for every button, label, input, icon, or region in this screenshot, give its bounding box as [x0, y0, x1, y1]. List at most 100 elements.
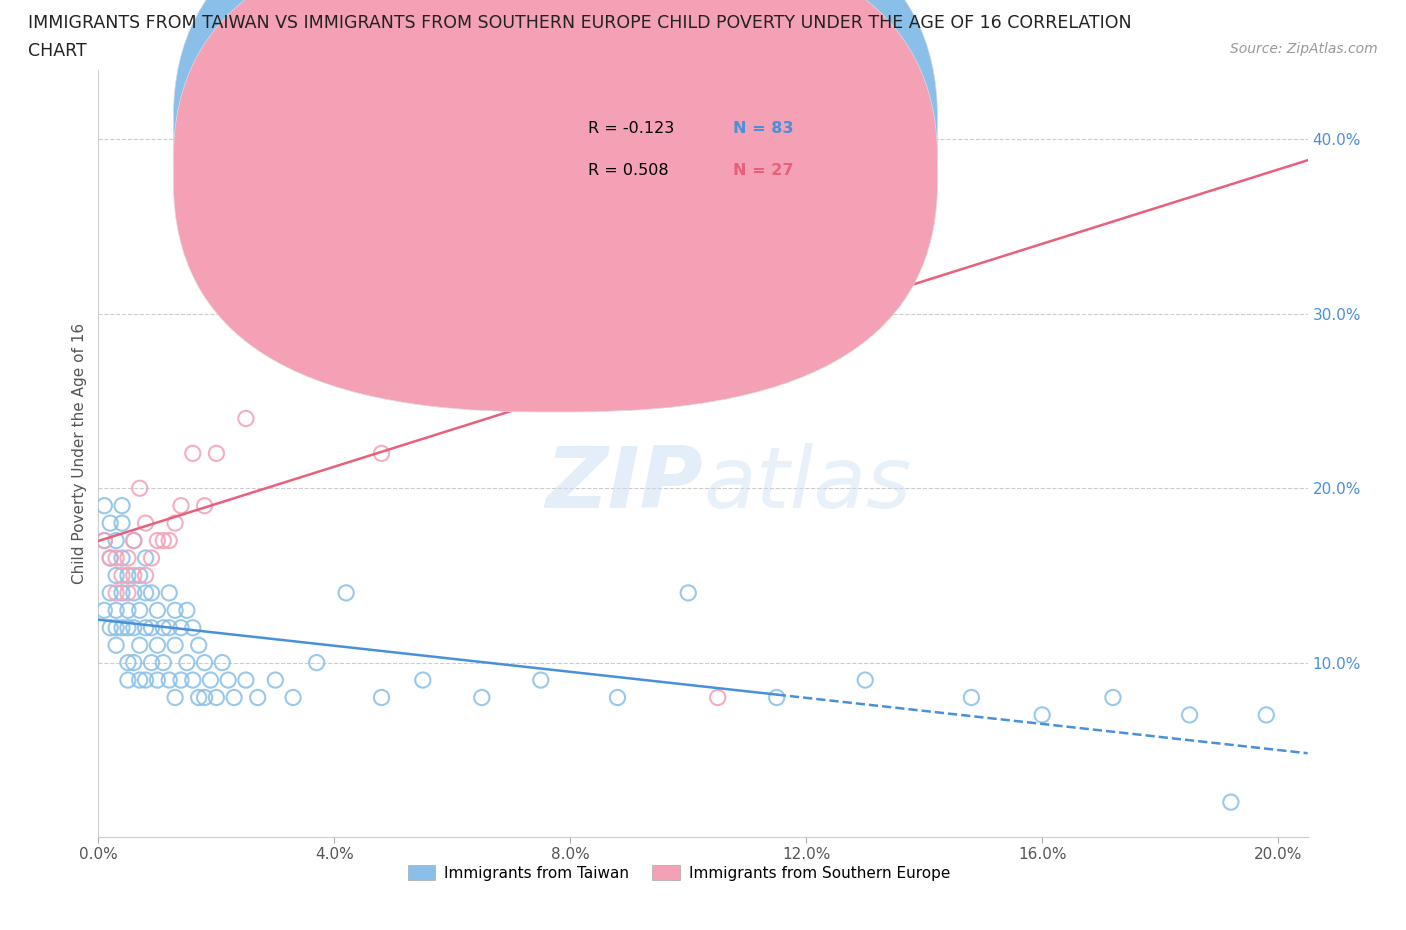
Point — [412, 672, 434, 687]
Point — [135, 551, 157, 565]
Point — [105, 586, 128, 601]
Text: IMMIGRANTS FROM TAIWAN VS IMMIGRANTS FROM SOUTHERN EUROPE CHILD POVERTY UNDER TH: IMMIGRANTS FROM TAIWAN VS IMMIGRANTS FRO… — [28, 14, 1132, 32]
Point — [176, 603, 198, 618]
Point — [589, 184, 612, 199]
Point — [98, 515, 121, 530]
Point — [122, 655, 145, 670]
Point — [853, 672, 876, 687]
Point — [122, 568, 145, 583]
Point — [128, 603, 150, 618]
Point — [105, 603, 128, 618]
Point — [1219, 794, 1241, 809]
Point — [135, 586, 157, 601]
Point — [135, 620, 157, 635]
Point — [1102, 690, 1125, 705]
Point — [205, 690, 228, 705]
Point — [606, 690, 628, 705]
Point — [157, 620, 180, 635]
Point — [141, 655, 163, 670]
Point — [128, 638, 150, 653]
Point — [98, 620, 121, 635]
Point — [370, 690, 392, 705]
Point — [141, 620, 163, 635]
Point — [706, 690, 728, 705]
Point — [181, 672, 204, 687]
Point — [146, 603, 169, 618]
Point — [117, 586, 139, 601]
Point — [117, 655, 139, 670]
Point — [105, 568, 128, 583]
Point — [471, 690, 494, 705]
Point — [165, 603, 187, 618]
Text: N = 83: N = 83 — [734, 121, 794, 137]
Point — [305, 655, 328, 670]
Y-axis label: Child Poverty Under the Age of 16: Child Poverty Under the Age of 16 — [72, 323, 87, 584]
Point — [93, 603, 115, 618]
Point — [128, 568, 150, 583]
Point — [1031, 708, 1053, 723]
Point — [111, 568, 134, 583]
Point — [1256, 708, 1278, 723]
Text: CHART: CHART — [28, 42, 87, 60]
Point — [105, 533, 128, 548]
Point — [117, 620, 139, 635]
Point — [111, 620, 134, 635]
Point — [93, 533, 115, 548]
Point — [111, 515, 134, 530]
Point — [111, 586, 134, 601]
Point — [122, 533, 145, 548]
Point — [170, 672, 193, 687]
Point — [98, 551, 121, 565]
Point — [111, 498, 134, 513]
Point — [181, 620, 204, 635]
Point — [152, 655, 174, 670]
Point — [146, 638, 169, 653]
Point — [141, 551, 163, 565]
Text: R = 0.508: R = 0.508 — [588, 163, 669, 178]
Point — [105, 620, 128, 635]
Point — [194, 655, 217, 670]
Point — [194, 690, 217, 705]
Point — [235, 672, 257, 687]
Point — [200, 672, 222, 687]
Point — [157, 672, 180, 687]
Point — [170, 498, 193, 513]
Point — [170, 620, 193, 635]
Text: R = -0.123: R = -0.123 — [588, 121, 675, 137]
Point — [165, 690, 187, 705]
Point — [335, 586, 357, 601]
Text: atlas: atlas — [703, 443, 911, 525]
Point — [105, 551, 128, 565]
Point — [98, 551, 121, 565]
Point — [264, 672, 287, 687]
Point — [146, 672, 169, 687]
Point — [181, 445, 204, 460]
Text: ZIP: ZIP — [546, 443, 703, 525]
Point — [471, 184, 494, 199]
Point — [276, 341, 298, 356]
Point — [141, 586, 163, 601]
Point — [176, 655, 198, 670]
Point — [246, 690, 269, 705]
Point — [135, 568, 157, 583]
Point — [205, 445, 228, 460]
Point — [211, 655, 233, 670]
Point — [152, 533, 174, 548]
Point — [93, 498, 115, 513]
Point — [122, 533, 145, 548]
Point — [281, 690, 304, 705]
Point — [217, 672, 239, 687]
Point — [194, 498, 217, 513]
Point — [117, 551, 139, 565]
Point — [135, 515, 157, 530]
Point — [117, 603, 139, 618]
FancyBboxPatch shape — [509, 100, 848, 204]
Point — [530, 672, 553, 687]
Point — [111, 551, 134, 565]
Point — [128, 672, 150, 687]
Text: Source: ZipAtlas.com: Source: ZipAtlas.com — [1230, 42, 1378, 56]
Point — [122, 620, 145, 635]
Text: N = 27: N = 27 — [734, 163, 794, 178]
FancyBboxPatch shape — [173, 0, 938, 370]
Point — [105, 638, 128, 653]
